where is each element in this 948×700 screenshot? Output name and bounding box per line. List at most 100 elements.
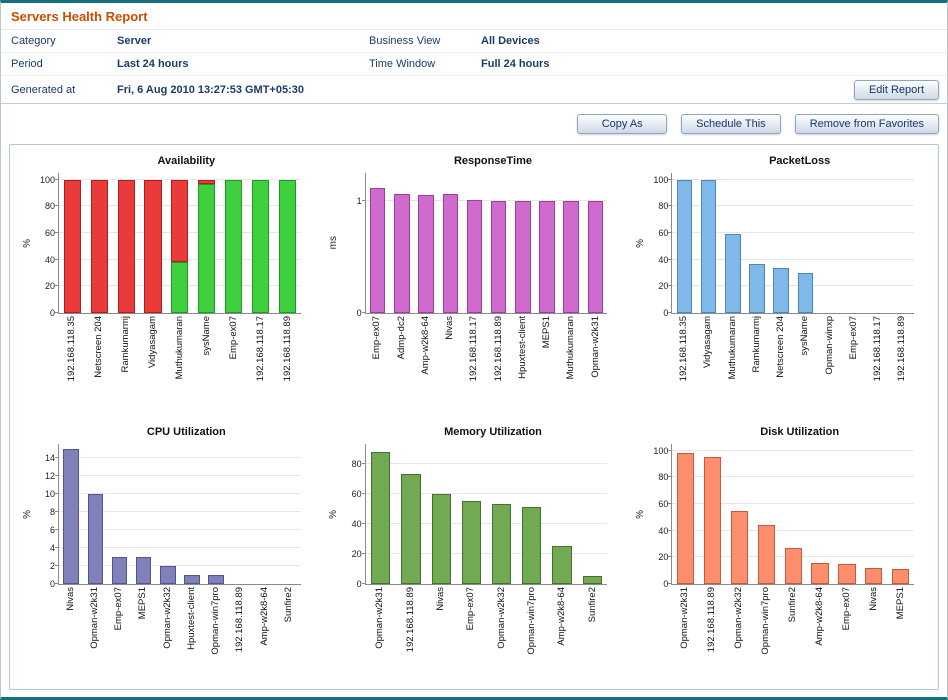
bar-segment [90,179,108,313]
y-tick-label: 100 [39,174,55,185]
x-axis-label: 192.168.118.89 [274,316,301,414]
bar [846,173,861,313]
x-axis-label: Hpuxtest-client [179,587,203,685]
gridline [59,456,301,458]
bar-segment [431,493,451,584]
plot-column: 192.168.118.35 Netscreen 204 Ramkumarmj Vid… [55,173,315,414]
x-axis-label: Opman-win7pro [516,587,546,685]
x-axis-label-text: 192.168.118.89 [492,316,504,382]
bar [144,173,162,313]
bar [676,173,693,313]
y-axis-title: % [633,444,647,584]
copy-as-button[interactable]: Copy As [577,114,668,134]
bar-segment [773,267,789,313]
x-axis-label: 192.168.118.17 [247,316,274,414]
bar-slot [745,173,769,313]
bar-slot [86,173,113,313]
y-axis-title-text: % [21,509,33,519]
x-axis-label: 192.168.118.17 [865,316,889,414]
x-axis-label-text: 192.168.118.17 [468,316,480,382]
x-axis-label: MEPS1 [887,587,914,685]
x-axis-label-text: Admp-dc2 [395,316,407,360]
y-tick-label: 60 [44,228,55,238]
bar-segment [278,179,296,313]
bar-slot [220,173,247,313]
x-axis-label-text: Opman-w2k31 [679,587,691,649]
chart-title: ResponseTime [453,155,533,167]
x-axis-label-text: Sunfire2 [586,587,598,623]
axis-tick-mark [361,200,366,201]
remove-from-favorites-button[interactable]: Remove from Favorites [794,114,939,134]
bar-slot [511,173,535,313]
plot-area [55,173,301,314]
x-axis-labels: 192.168.118.35 Vidyasagam Muthukumaran Ramk… [671,316,914,414]
bar [700,173,717,313]
bar-segment [198,183,216,313]
bar-segment [224,179,243,313]
chart-disk-utilization: Disk Utilization % 0 20 40 60 80 100 Opman-w2… [627,426,934,685]
x-axis-label-text: Opman-win7pro [525,587,537,655]
bar-slot [834,444,861,584]
x-axis-label-text: 192.168.118.89 [234,587,246,653]
x-axis-label-text: Ramkumarmj [750,316,762,373]
gridline [365,200,608,201]
x-axis-label: Ramkumarmj [112,316,139,414]
bar-slot [180,444,204,584]
x-axis-label-text: Opman-w2k31 [374,587,386,649]
x-axis-label-text: Hpuxtest-client [185,587,197,650]
bar [117,173,135,313]
bar-segment [184,574,200,584]
gridline [672,285,915,287]
bar [401,444,421,584]
chart-body: % 0 20 40 60 80 100 Opman-w2k31 192.168.118.89… [633,444,928,685]
bar-slot [487,173,511,313]
period-value: Last 24 hours [117,58,189,70]
bar [552,444,572,584]
axis-tick-mark [668,285,673,287]
schedule-this-button[interactable]: Schedule This [681,114,781,134]
y-tick-label: 80 [658,201,669,212]
plot-column: Emp-ex07 Admp-dc2 Amp-w2k8-64 Nivas 192.168.… [361,173,622,414]
business-view-value: All Devices [481,35,540,47]
y-tick-label: 60 [658,499,669,509]
bar [749,173,765,313]
bar [251,173,270,313]
x-axis-label: Opman-win7pro [204,587,228,685]
x-axis-label: Emp-ex07 [220,316,247,414]
x-axis-label-text: Opman-w2k32 [495,587,507,649]
bar-segment [676,179,693,313]
bar-slot [193,173,220,313]
bar-slot [699,444,726,584]
bar-segment [111,556,128,584]
bar-segment [552,546,572,584]
bar [90,173,108,313]
gridline [672,258,915,260]
edit-report-button[interactable]: Edit Report [853,79,939,100]
bar [160,444,176,584]
y-tick-label: 80 [351,458,362,469]
gridline [365,552,608,554]
chart-body: % 0 20 40 60 80 100 192.168.118.35 Netscreen 2… [20,173,315,414]
y-tick-label: 20 [351,548,362,559]
x-axis-label-text: Opman-win7pro [210,587,222,655]
x-axis-label-text: sysName [200,316,212,356]
bar-segment [171,262,189,313]
bar-segment [587,201,604,313]
x-axis-label: Opman-w2k31 [583,316,607,414]
gridline [59,546,301,548]
chart-availability: Availability % 0 20 40 60 80 100 192.168.118.… [14,155,321,414]
x-axis-label: Emp-ex07 [456,587,486,685]
y-tick-label: 0 [49,308,55,318]
gridline [672,178,915,180]
x-axis-label-text: Opman-w2k31 [88,587,100,649]
meta-row: Category Server Business View All Device… [1,30,947,53]
y-axis-title: ms [327,173,341,313]
axis-tick-mark [55,285,59,287]
bar [797,173,814,313]
axis-tick-mark [361,522,366,524]
bar [784,444,802,584]
bar-slot [817,173,841,313]
bar-slot [486,444,516,584]
